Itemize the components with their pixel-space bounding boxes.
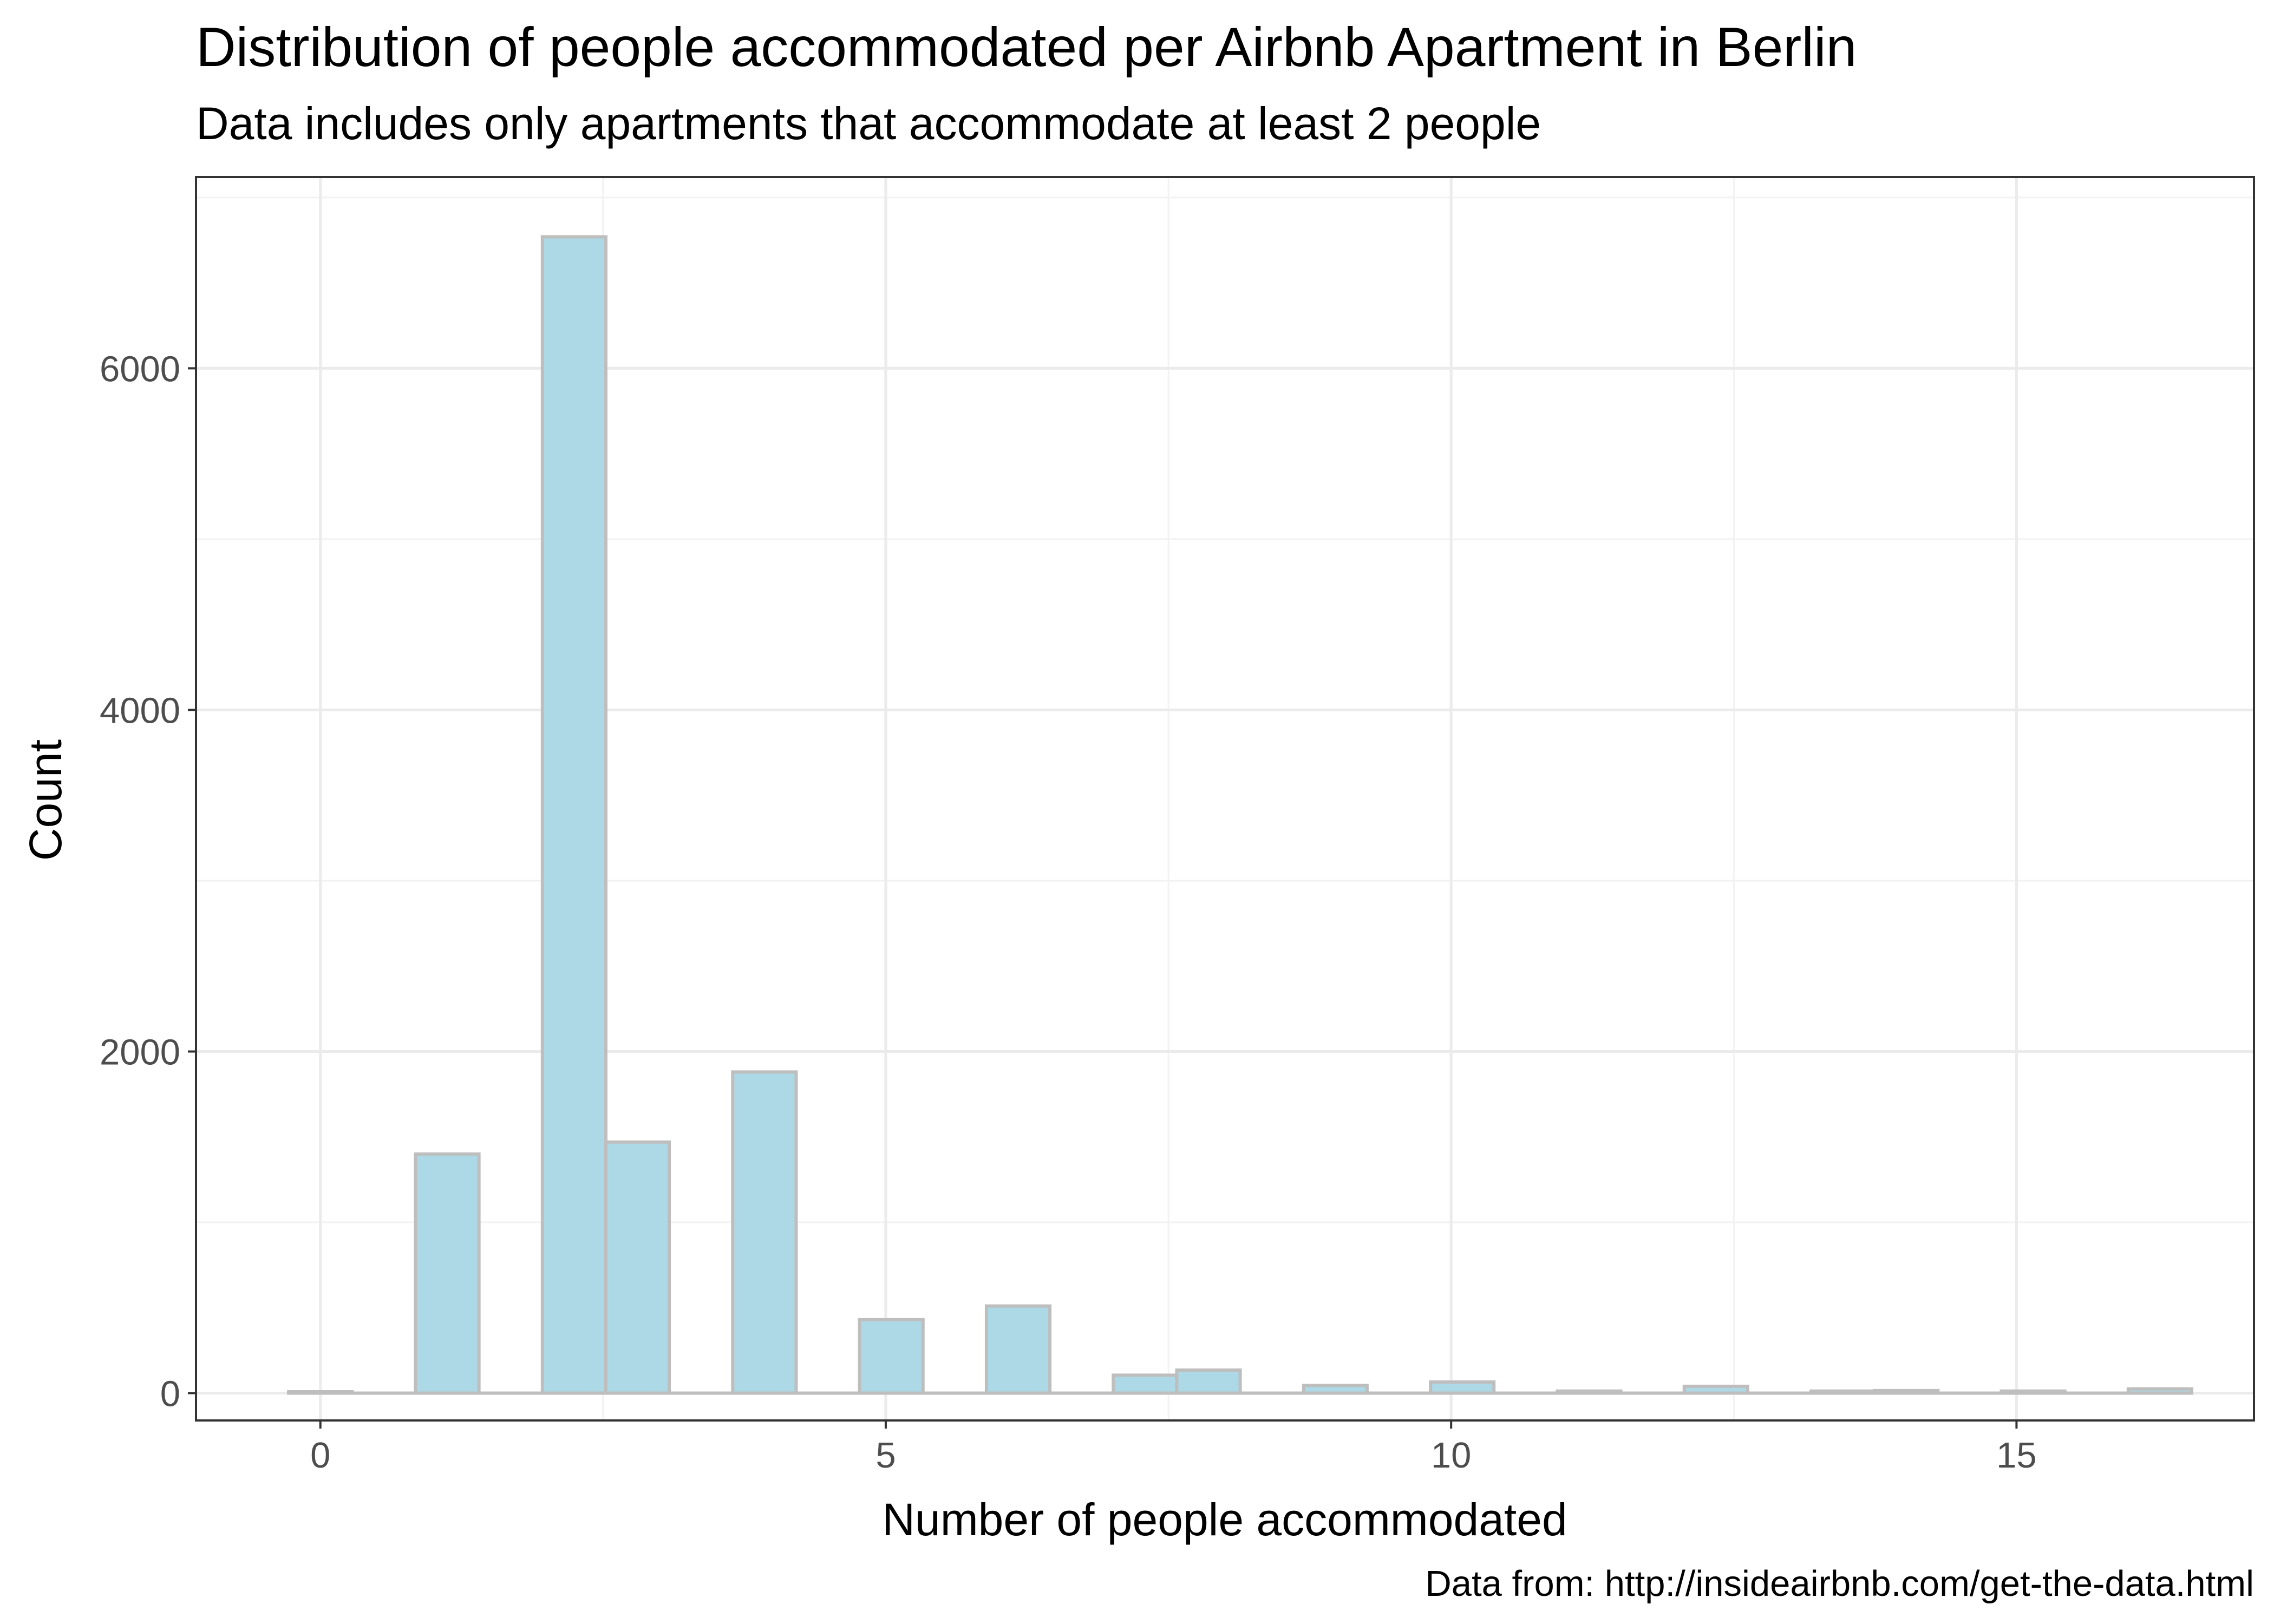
chart-title: Distribution of people accommodated per … (196, 16, 1857, 78)
histogram-bar (858, 1318, 925, 1395)
histogram-bar (1175, 1368, 1242, 1395)
histogram-bar (540, 235, 607, 1395)
histogram-bar (1112, 1373, 1179, 1395)
x-tick-label: 10 (1431, 1435, 1472, 1476)
x-axis: 0 5 10 15 (310, 1420, 2037, 1476)
x-tick-label: 0 (310, 1435, 330, 1476)
histogram-bar (731, 1070, 798, 1395)
histogram-bar (1302, 1384, 1369, 1395)
chart-caption: Data from: http://insideairbnb.com/get-t… (1425, 1563, 2254, 1604)
histogram-bar (604, 1140, 671, 1395)
y-tick-label: 4000 (100, 690, 180, 731)
histogram-bar (1809, 1389, 1877, 1395)
y-axis: 0 2000 4000 6000 (100, 349, 196, 1415)
histogram-bar (1999, 1389, 2067, 1395)
y-tick-label: 2000 (100, 1032, 180, 1072)
histogram-bars (287, 235, 2194, 1395)
x-axis-title: Number of people accommodated (882, 1494, 1567, 1545)
histogram-bar (1429, 1380, 1496, 1395)
x-tick-label: 15 (1996, 1435, 2037, 1476)
major-gridlines (196, 177, 2254, 1420)
minor-gridlines (196, 177, 2254, 1420)
y-tick-label: 0 (160, 1374, 180, 1415)
histogram-bar (1556, 1389, 1623, 1395)
x-tick-label: 5 (875, 1435, 896, 1476)
histogram-bar (1873, 1389, 1940, 1395)
y-tick-label: 6000 (100, 349, 180, 389)
chart-subtitle: Data includes only apartments that accom… (196, 98, 1541, 149)
histogram-bar (414, 1152, 481, 1395)
histogram-bar (984, 1304, 1052, 1395)
histogram-bar (2126, 1387, 2194, 1395)
y-axis-title: Count (20, 739, 71, 861)
histogram-bar (1682, 1384, 1749, 1395)
histogram-bar (287, 1390, 354, 1395)
panel-border (195, 176, 2255, 1422)
